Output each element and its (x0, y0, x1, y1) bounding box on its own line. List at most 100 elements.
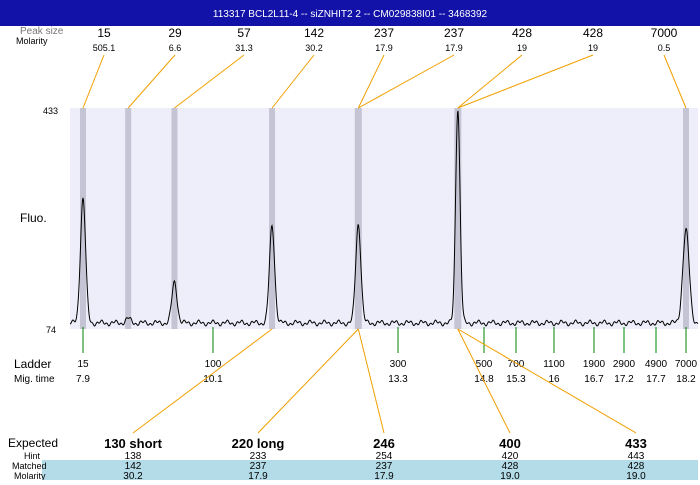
matched-molarity-value: 17.9 (248, 471, 268, 480)
hint-value: 254 (376, 451, 393, 462)
peak-size-label: 142 (304, 26, 324, 40)
hint-value: 138 (125, 451, 142, 462)
ladder-size-label: 4900 (645, 359, 668, 370)
peak-size-label: 237 (374, 26, 394, 40)
peak-size-label: 428 (583, 26, 603, 40)
expected-connector-line (357, 328, 385, 434)
title-bar (0, 0, 700, 26)
ladder-size-label: 2900 (613, 359, 636, 370)
ladder-size-label: 7000 (675, 359, 698, 370)
peak-size-label: 237 (444, 26, 464, 40)
peak-band (269, 108, 276, 329)
ladder-time-label: 16 (548, 374, 560, 385)
peak-size-label: 15 (97, 26, 111, 40)
peak-size-label: 57 (237, 26, 251, 40)
peak-size-label: 29 (168, 26, 182, 40)
peak-band (80, 108, 86, 329)
peak-size-row-label: Peak size (20, 26, 64, 37)
expected-size-label: 433 (625, 436, 647, 451)
ladder-time-label: 17.2 (614, 374, 634, 385)
plot-area (70, 108, 698, 329)
peak-band (683, 108, 689, 329)
ladder-time-label: 17.7 (646, 374, 666, 385)
hint-value: 233 (250, 451, 267, 462)
ladder-time-label: 15.3 (506, 374, 526, 385)
peak-connector-line (82, 54, 105, 109)
peak-molarity-label: 19 (588, 43, 598, 53)
peak-molarity-label: 505.1 (93, 43, 116, 53)
peak-molarity-label: 31.3 (235, 43, 253, 53)
matched-row-label: Matched (12, 461, 47, 471)
matched-value: 428 (628, 461, 645, 472)
y-axis-min-label: 74 (46, 325, 56, 335)
fluo-axis-label: Fluo. (20, 211, 47, 225)
peak-connector-line (271, 54, 315, 109)
ladder-size-label: 15 (77, 359, 89, 370)
peak-connector-line (457, 54, 594, 109)
peak-connector-line (358, 54, 455, 109)
peak-molarity-label: 17.9 (375, 43, 393, 53)
peak-size-label: 428 (512, 26, 532, 40)
expected-size-label: 246 (373, 436, 395, 451)
matched-value: 142 (125, 461, 142, 472)
hint-value: 420 (502, 451, 519, 462)
hint-value: 443 (628, 451, 645, 462)
matched-band (42, 460, 698, 480)
peak-molarity-label: 30.2 (305, 43, 323, 53)
expected-connector-line (132, 328, 273, 434)
ladder-size-label: 100 (205, 359, 222, 370)
peak-connector-line (174, 54, 245, 109)
peak-band (171, 108, 178, 329)
peak-connector-line (457, 54, 523, 109)
ladder-size-label: 500 (476, 359, 493, 370)
peak-size-label: 7000 (651, 26, 678, 40)
expected-size-label: 400 (499, 436, 521, 451)
ladder-time-label: 7.9 (76, 374, 90, 385)
peak-molarity-label: 6.6 (169, 43, 182, 53)
ladder-time-label: 18.2 (676, 374, 696, 385)
peak-connector-line (357, 54, 385, 109)
expected-connector-line (457, 328, 637, 434)
expected-connector-line (257, 328, 359, 434)
fluorescence-trace (69, 110, 699, 327)
ladder-size-label: 1100 (543, 359, 565, 370)
matched-molarity-value: 17.9 (374, 471, 394, 480)
peak-molarity-label: 0.5 (658, 43, 671, 53)
peak-molarity-label: 19 (517, 43, 527, 53)
ladder-time-label: 14.8 (474, 374, 494, 385)
matched-molarity-value: 30.2 (123, 471, 143, 480)
peak-molarity-label: 17.9 (445, 43, 463, 53)
ladder-time-label: 13.3 (388, 374, 408, 385)
peak-connector-line (663, 54, 687, 109)
peak-band (454, 108, 462, 329)
ladder-size-label: 700 (508, 359, 525, 370)
peak-band (354, 108, 362, 329)
ladder-size-label: 1900 (583, 359, 606, 370)
matched-molarity-value: 19.0 (500, 471, 520, 480)
matched-value: 237 (250, 461, 267, 472)
molarity-row-label: Molarity (16, 36, 48, 46)
peak-connectors (82, 54, 687, 109)
ladder-time-label: 16.7 (584, 374, 604, 385)
ladder-size-label: 300 (390, 359, 407, 370)
hint-row-label: Hint (24, 451, 41, 461)
peak-labels: 15 505.1 29 6.6 57 31.3 142 30.2 237 17.9 237 17.9 4… (93, 26, 678, 53)
peak-band (125, 108, 132, 329)
y-axis-max-label: 433 (43, 106, 58, 116)
ladder-time-label: 10.1 (203, 374, 223, 385)
expected-connector-line (457, 328, 511, 434)
expected-row-label: Expected (8, 436, 58, 450)
peak-bands (80, 108, 689, 329)
ladder-row-label: Ladder (14, 357, 51, 371)
bottom-molarity-row-label: Molarity (14, 471, 46, 480)
expected-size-label: 220 long (232, 436, 285, 451)
expected-size-label: 130 short (104, 436, 162, 451)
matched-molarity-value: 19.0 (626, 471, 646, 480)
migtime-row-label: Mig. time (14, 374, 55, 385)
matched-value: 237 (376, 461, 393, 472)
peak-connector-line (127, 54, 176, 109)
sample-title: 113317 BCL2L11-4 -- siZNHIT2 2 -- CM0298… (213, 9, 488, 20)
